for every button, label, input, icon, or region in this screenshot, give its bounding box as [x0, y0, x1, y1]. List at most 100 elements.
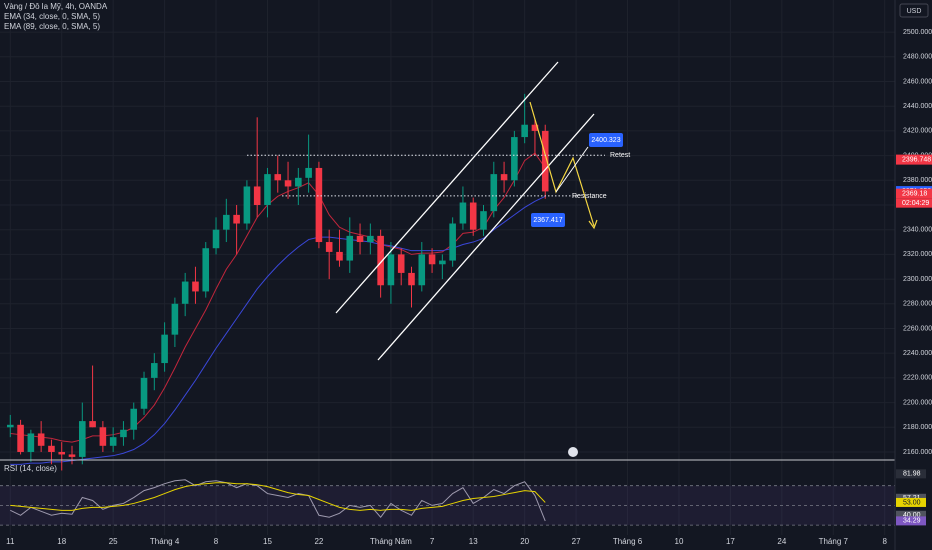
- candle-body: [37, 433, 45, 446]
- candle-body: [305, 167, 312, 178]
- channel-line: [335, 61, 559, 314]
- price-label: 2369.18: [902, 191, 927, 198]
- legend-entry: EMA (34, close, 0, SMA, 5): [4, 12, 100, 21]
- x-tick-label: Tháng 4: [150, 537, 180, 546]
- y-tick-label: 2420.000: [903, 128, 932, 135]
- candle-body: [58, 451, 66, 455]
- x-tick-label: 25: [109, 537, 118, 546]
- x-tick-label: 17: [726, 537, 735, 546]
- candle-body: [99, 427, 107, 446]
- x-tick-label: 20: [520, 537, 529, 546]
- candle-body: [181, 281, 189, 304]
- legend-entry: EMA (89, close, 0, SMA, 5): [4, 22, 100, 31]
- rsi-tick-label: 53.00: [903, 499, 921, 506]
- price-label: 2396.748: [902, 156, 931, 163]
- price-label-box: [896, 154, 932, 165]
- y-tick-label: 2160.000: [903, 449, 932, 456]
- rsi-title: RSI (14, close): [4, 464, 57, 473]
- level-box: [589, 133, 623, 147]
- y-tick-label: 2220.000: [903, 375, 932, 382]
- x-tick-label: Tháng Năm: [370, 537, 412, 546]
- candle-body: [120, 429, 127, 438]
- x-tick-label: 8: [882, 537, 887, 546]
- candle-body: [490, 174, 498, 212]
- candle-body: [408, 272, 415, 286]
- candle-body: [151, 363, 158, 378]
- candle-body: [79, 421, 86, 457]
- y-tick-label: 2300.000: [903, 276, 932, 283]
- rsi-line: [10, 479, 546, 522]
- marks: [6, 93, 549, 522]
- ema-line: [10, 152, 546, 443]
- candle-body: [428, 254, 436, 265]
- candle-body: [500, 174, 508, 181]
- candle-body: [346, 235, 354, 261]
- x-tick-label: 27: [572, 537, 581, 546]
- candle-body: [377, 235, 384, 286]
- y-tick-label: 2340.000: [903, 227, 932, 234]
- x-tick-label: 22: [314, 537, 323, 546]
- chart-title: Vàng / Đô la Mỹ, 4h, OANDA: [4, 2, 108, 11]
- candle-body: [130, 408, 138, 430]
- x-tick-label: Tháng 7: [819, 537, 849, 546]
- candle-body: [89, 421, 96, 428]
- candle-body: [439, 260, 446, 265]
- candle-body: [469, 202, 477, 230]
- candle-body: [109, 437, 117, 446]
- rsi-tick-label: 40.00: [903, 512, 921, 519]
- candle-body: [397, 254, 405, 273]
- countdown: 02:04:29: [902, 200, 929, 207]
- rsi-tick-label: 81.98: [903, 471, 921, 478]
- candle-body: [212, 229, 220, 249]
- y-tick-label: 2200.000: [903, 399, 932, 406]
- rsi-tick-box: [896, 516, 926, 526]
- ema-line: [10, 195, 546, 465]
- candle-body: [531, 124, 539, 131]
- candle-body: [336, 251, 343, 261]
- candle-body: [356, 235, 364, 243]
- y-tick-label: 2380.000: [903, 177, 932, 184]
- projection: [555, 146, 589, 193]
- y-tick-label: 2240.000: [903, 350, 932, 357]
- x-tick-label: 11: [6, 537, 15, 546]
- candle-body: [161, 334, 168, 364]
- rsi-line: [10, 482, 546, 511]
- candle-body: [541, 130, 549, 192]
- candle-body: [449, 223, 456, 261]
- rsi-tick-label: 34.29: [903, 518, 921, 525]
- x-tick-label: 8: [214, 537, 219, 546]
- grid: [0, 0, 895, 535]
- candle-body: [27, 433, 35, 452]
- y-tick-label: 2280.000: [903, 301, 932, 308]
- candle-body: [295, 177, 302, 187]
- x-tick-label: 13: [469, 537, 478, 546]
- level-label: Resistance: [572, 193, 607, 200]
- candle-body: [264, 174, 271, 205]
- candle-body: [387, 254, 395, 286]
- level-value: 2367.417: [533, 217, 562, 224]
- x-tick-label: 10: [675, 537, 684, 546]
- channel-line: [377, 113, 595, 361]
- x-tick-label: 7: [430, 537, 435, 546]
- candle-body: [367, 235, 374, 243]
- price-label-box: [896, 188, 932, 199]
- candle-body: [233, 214, 240, 224]
- event-icon: [568, 447, 578, 457]
- rsi-tick-box: [896, 510, 926, 520]
- candle-body: [418, 254, 426, 286]
- level-label: Retest: [610, 152, 630, 159]
- candle-body: [253, 186, 261, 205]
- y-tick-label: 2320.000: [903, 251, 932, 258]
- projection: [529, 101, 595, 227]
- candle-body: [6, 424, 14, 428]
- candle-body: [192, 281, 199, 292]
- candle-body: [202, 248, 210, 292]
- candle-body: [521, 124, 528, 138]
- y-tick-label: 2180.000: [903, 424, 932, 431]
- currency-box: [899, 3, 929, 18]
- candle-body: [284, 180, 292, 187]
- y-tick-label: 2460.000: [903, 78, 932, 85]
- candle-body: [171, 303, 179, 335]
